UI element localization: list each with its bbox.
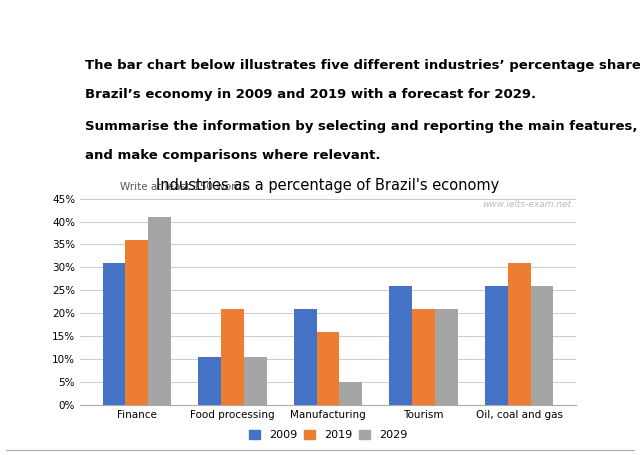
Legend: 2009, 2019, 2029: 2009, 2019, 2029	[244, 425, 412, 445]
Bar	[102, 263, 125, 405]
Bar	[125, 240, 148, 405]
Bar	[389, 286, 412, 405]
Text: www.ielts-exam.net: www.ielts-exam.net	[482, 200, 571, 208]
Bar	[412, 308, 435, 405]
Bar	[435, 308, 458, 405]
Bar	[221, 308, 244, 405]
Title: Industries as a percentage of Brazil's economy: Industries as a percentage of Brazil's e…	[156, 178, 500, 193]
Bar	[531, 286, 554, 405]
Text: Write at least 150 words.: Write at least 150 words.	[120, 182, 250, 192]
Text: Summarise the information by selecting and reporting the main features,: Summarise the information by selecting a…	[85, 120, 637, 132]
Bar	[148, 217, 172, 405]
Text: The bar chart below illustrates five different industries’ percentage share of: The bar chart below illustrates five dif…	[85, 59, 640, 72]
Bar	[317, 332, 339, 405]
Bar	[244, 357, 267, 405]
Bar	[484, 286, 508, 405]
Bar	[339, 382, 362, 405]
Bar	[294, 308, 317, 405]
Text: Brazil’s economy in 2009 and 2019 with a forecast for 2029.: Brazil’s economy in 2009 and 2019 with a…	[85, 88, 536, 101]
Bar	[508, 263, 531, 405]
Bar	[198, 357, 221, 405]
Text: and make comparisons where relevant.: and make comparisons where relevant.	[85, 149, 380, 162]
